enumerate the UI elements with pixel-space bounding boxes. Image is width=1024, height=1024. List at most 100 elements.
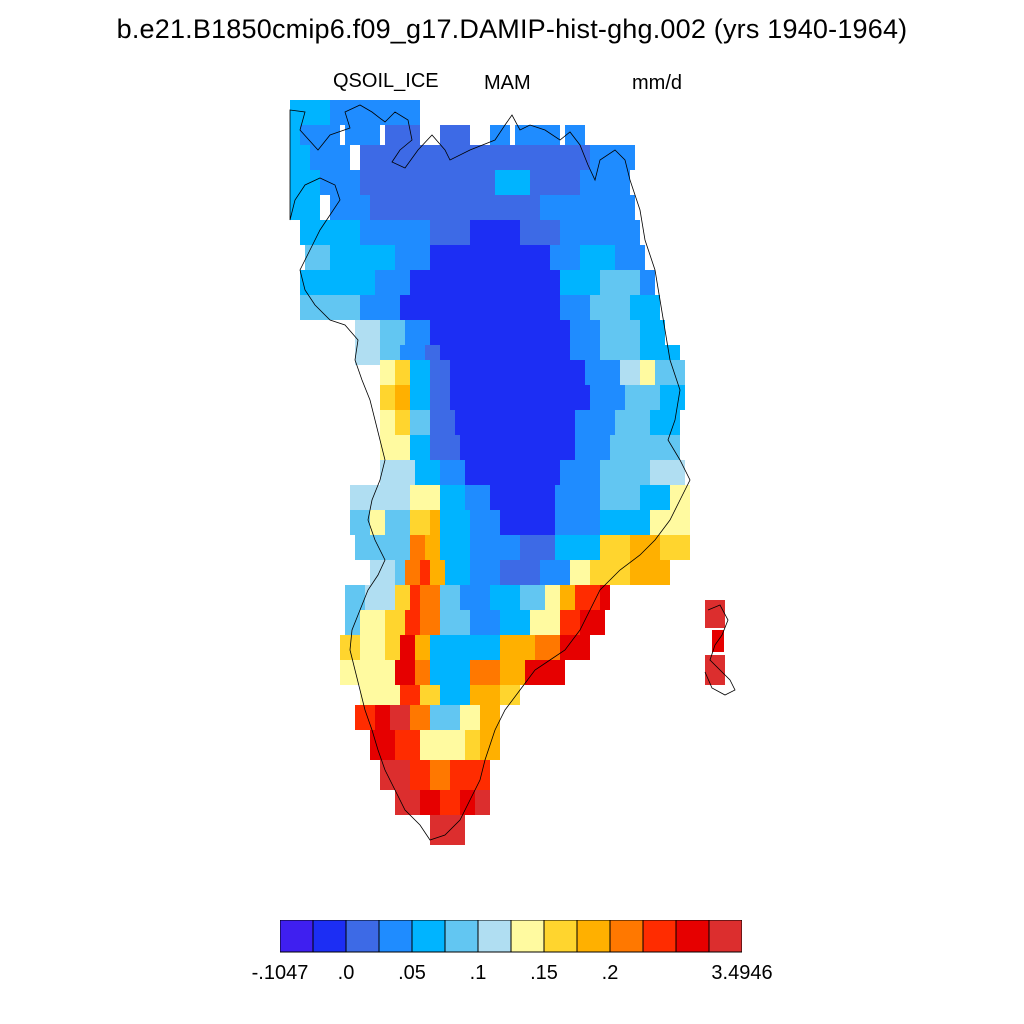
- map-cell: [305, 245, 330, 270]
- map-cell: [705, 600, 725, 628]
- colorbar-box: [576, 920, 611, 953]
- map-cell: [470, 760, 490, 790]
- map-cell: [590, 295, 630, 320]
- map-cell: [530, 610, 560, 635]
- map-cell: [470, 195, 540, 220]
- map-cell: [370, 485, 410, 510]
- map-cell: [430, 815, 465, 845]
- map-cell: [410, 435, 430, 460]
- map-cell: [360, 635, 385, 660]
- map-cell: [630, 560, 670, 585]
- colorbar-tick-label: .15: [530, 962, 558, 984]
- map-cell: [395, 410, 410, 435]
- map-cell: [380, 435, 410, 460]
- colorbar-tick-label: .05: [398, 962, 426, 984]
- map-cell: [420, 560, 430, 585]
- map-cell: [395, 560, 405, 585]
- map-cell: [600, 485, 640, 510]
- map-cell: [600, 460, 650, 485]
- map-cell: [550, 145, 590, 170]
- map-cell: [615, 410, 650, 435]
- greenland-map: [289, 100, 736, 845]
- map-cell: [400, 685, 420, 705]
- map-cell: [600, 220, 640, 245]
- map-cell: [705, 655, 725, 685]
- map-cell: [575, 435, 610, 460]
- map-cell: [620, 360, 640, 385]
- map-cell: [560, 220, 600, 245]
- colorbar-tick-label: .0: [337, 962, 355, 984]
- map-cell: [580, 245, 615, 270]
- map-cell: [440, 585, 460, 610]
- map-cell: [290, 125, 300, 145]
- colorbar-box: [510, 920, 545, 953]
- map-cell: [630, 535, 660, 560]
- map-cell: [470, 610, 500, 635]
- map-cell: [430, 760, 450, 790]
- plot-title: b.e21.B1850cmip6.f09_g17.DAMIP-hist-ghg.…: [116, 14, 908, 44]
- map-cell: [300, 220, 330, 245]
- map-cell: [555, 485, 600, 510]
- colorbar: [280, 920, 742, 953]
- map-cell: [440, 485, 465, 510]
- map-cell: [500, 610, 530, 635]
- map-cell: [430, 410, 455, 435]
- map-cell: [345, 610, 360, 635]
- map-cell: [470, 535, 520, 560]
- map-cell: [430, 360, 450, 385]
- map-cell: [320, 170, 360, 195]
- coastline: [289, 104, 691, 841]
- map-cell: [640, 360, 655, 385]
- map-cell: [545, 660, 565, 685]
- colorbar-tick-label: .1: [469, 962, 487, 984]
- map-cell: [500, 635, 535, 660]
- map-cell: [395, 245, 430, 270]
- map-cell: [590, 145, 635, 170]
- map-cell: [650, 410, 680, 435]
- map-cell: [440, 145, 500, 170]
- map-cell: [355, 535, 385, 560]
- map-cell: [350, 510, 370, 535]
- map-cell: [440, 610, 470, 635]
- colorbar-box: [345, 920, 380, 953]
- map-cell: [550, 245, 580, 270]
- map-cell: [400, 220, 430, 245]
- map-cell: [300, 125, 340, 145]
- map-cell: [385, 125, 420, 145]
- map-cell: [360, 610, 385, 635]
- map-cell: [590, 560, 630, 585]
- map-cell: [430, 635, 470, 660]
- map-cell: [395, 730, 420, 760]
- map-cell: [290, 195, 320, 220]
- colorbar-tick-label: 3.4946: [711, 962, 773, 984]
- season-label: MAM: [484, 72, 531, 94]
- map-cell: [465, 460, 560, 485]
- map-cell: [355, 345, 380, 365]
- map-cell: [650, 510, 690, 535]
- map-cell: [560, 270, 600, 295]
- colorbar-box: [280, 920, 314, 953]
- map-cell: [525, 660, 545, 685]
- map-cell: [410, 410, 430, 435]
- variable-label: QSOIL_ICE: [333, 70, 439, 92]
- map-cell: [555, 535, 600, 560]
- map-cell: [470, 510, 500, 535]
- map-cell: [440, 510, 470, 535]
- map-cell: [530, 170, 580, 195]
- map-cell: [375, 705, 390, 730]
- map-cell: [370, 730, 395, 760]
- map-cell: [560, 460, 600, 485]
- map-cell: [560, 295, 590, 320]
- map-cell: [360, 660, 395, 685]
- map-cell: [460, 790, 475, 815]
- map-cell: [460, 435, 575, 460]
- map-cell: [580, 170, 630, 195]
- map-cell: [425, 535, 440, 560]
- map-cell: [415, 635, 430, 660]
- map-cell: [405, 560, 420, 585]
- map-cell: [455, 410, 575, 435]
- colorbar-box: [378, 920, 413, 953]
- map-cell: [660, 385, 685, 410]
- map-cell: [490, 485, 555, 510]
- colorbar-box: [312, 920, 347, 953]
